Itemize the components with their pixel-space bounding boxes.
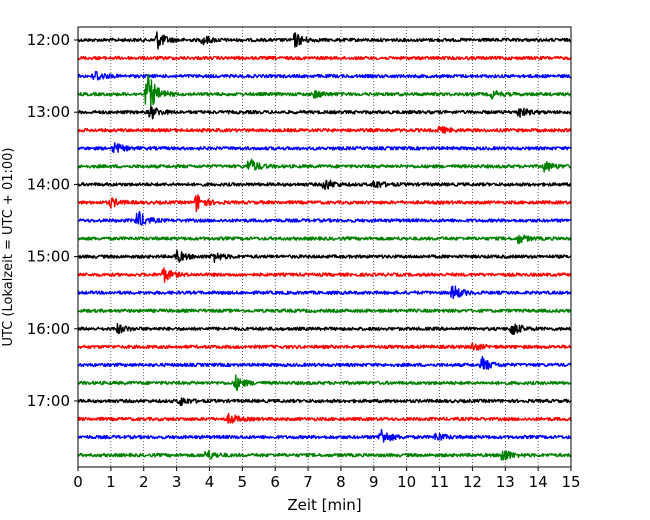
trace-line [77, 74, 572, 109]
trace-line [77, 374, 572, 391]
x-tick-label: 11 [430, 473, 449, 491]
trace-line [77, 249, 572, 264]
y-tick-label: 12:00 [27, 31, 70, 49]
trace-line [77, 194, 572, 213]
trace-line [77, 355, 572, 371]
trace-line [77, 106, 572, 120]
x-tick-label: 14 [529, 473, 548, 491]
x-tick-label: 10 [397, 473, 416, 491]
x-tick-label: 8 [336, 473, 346, 491]
trace-line [77, 234, 572, 245]
y-axis-label: UTC (Lokalzeit = UTC + 01:00) [1, 148, 16, 347]
x-tick-label: 9 [369, 473, 379, 491]
x-axis-label: Zeit [min] [287, 496, 361, 514]
y-tick-label: 13:00 [27, 103, 70, 121]
trace-line [77, 412, 572, 424]
trace-line [77, 125, 572, 134]
y-tick-label: 17:00 [27, 392, 70, 410]
trace-line [77, 179, 572, 191]
trace-line [77, 55, 572, 61]
y-axis-ticks: 12:00 13:00 14:00 15:00 16:00 17:00 [27, 31, 78, 410]
y-tick-label: 15:00 [27, 248, 70, 266]
y-tick-label: 16:00 [27, 320, 70, 338]
x-tick-label: 15 [561, 473, 580, 491]
trace-line [77, 210, 572, 226]
x-tick-label: 5 [238, 473, 248, 491]
seismic-traces [77, 31, 572, 461]
trace-line [77, 142, 572, 154]
x-tick-label: 3 [172, 473, 182, 491]
trace-line [77, 267, 572, 283]
x-axis-ticks: 0 1 2 3 4 5 6 7 8 9 10 11 12 13 14 15 [73, 467, 581, 491]
trace-line [77, 342, 572, 351]
plot-frame [77, 26, 572, 468]
trace-line [77, 158, 572, 173]
trace-line [77, 449, 572, 461]
trace-line [77, 31, 572, 50]
grid-lines [110, 27, 539, 467]
x-tick-label: 6 [270, 473, 280, 491]
trace-line [77, 285, 572, 300]
trace-line [77, 397, 572, 407]
x-tick-label: 7 [303, 473, 313, 491]
x-tick-label: 2 [139, 473, 149, 491]
trace-line [77, 308, 572, 314]
x-tick-label: 1 [106, 473, 116, 491]
trace-line [77, 322, 572, 336]
x-tick-label: 13 [496, 473, 515, 491]
x-tick-label: 4 [205, 473, 215, 491]
y-tick-label: 14:00 [27, 175, 70, 193]
x-tick-label: 12 [463, 473, 482, 491]
trace-line [77, 70, 572, 81]
x-tick-label: 0 [73, 473, 83, 491]
trace-line [77, 428, 572, 443]
